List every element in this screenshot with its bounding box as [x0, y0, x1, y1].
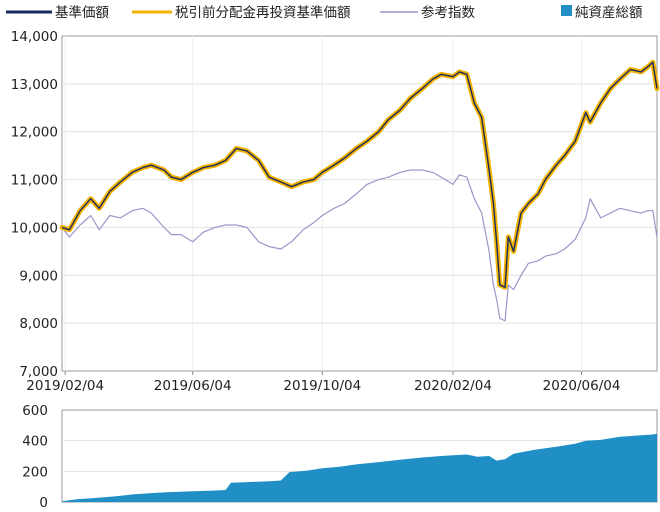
price-series — [59, 59, 660, 322]
x-tick-label: 2019/10/04 — [283, 378, 361, 394]
price-gridlines — [62, 36, 657, 371]
legend-label-reinvested: 税引前分配金再投資基準価額 — [175, 4, 351, 21]
y-tick-label: 10,000 — [11, 220, 58, 236]
x-tick-label: 2019/02/04 — [26, 378, 104, 394]
x-tick-label: 2020/06/04 — [543, 378, 621, 394]
net-assets-y-axis: 0 200 400 600 — [22, 403, 48, 511]
y-tick-label: 200 — [22, 464, 48, 480]
y-tick-label: 8,000 — [19, 316, 58, 332]
legend-label-net-assets: 純資産総額 — [575, 5, 643, 21]
y-tick-label: 12,000 — [11, 125, 58, 141]
net-assets-area — [62, 433, 657, 502]
y-tick-label: 600 — [22, 403, 48, 419]
x-tick-label: 2019/06/04 — [154, 378, 232, 394]
legend-item-reinvested[interactable]: 税引前分配金再投資基準価額 — [132, 4, 351, 21]
y-tick-label: 14,000 — [11, 29, 58, 45]
y-tick-label: 400 — [22, 434, 48, 450]
nav-line — [61, 61, 658, 288]
legend-item-net-assets[interactable]: 純資産総額 — [561, 5, 643, 21]
net-assets-series — [62, 433, 657, 502]
y-tick-label: 0 — [39, 495, 48, 508]
net-assets-chart: 0 200 400 600 — [22, 403, 658, 511]
legend-swatch-net-assets — [561, 5, 572, 16]
y-tick-label: 11,000 — [11, 173, 58, 189]
legend-label-benchmark: 参考指数 — [421, 4, 475, 21]
x-tick-label: 2020/02/04 — [414, 378, 492, 394]
legend: 基準価額 税引前分配金再投資基準価額 参考指数 純資産総額 — [6, 4, 643, 21]
price-chart: 7,000 8,000 9,000 10,000 11,000 12,000 13,000 1… — [11, 29, 660, 394]
legend-item-benchmark[interactable]: 参考指数 — [380, 4, 475, 21]
price-x-axis: 2019/02/04 2019/06/04 2019/10/04 2020/02/04… — [26, 371, 620, 394]
benchmark-line — [61, 169, 658, 322]
legend-item-nav[interactable]: 基準価額 — [6, 4, 109, 21]
legend-label-nav: 基準価額 — [55, 4, 109, 21]
y-tick-label: 7,000 — [19, 364, 58, 380]
y-tick-label: 9,000 — [19, 268, 58, 284]
price-plot-area — [61, 35, 658, 372]
y-tick-label: 13,000 — [11, 77, 58, 93]
price-y-axis: 7,000 8,000 9,000 10,000 11,000 12,000 13,000 1… — [11, 29, 58, 380]
